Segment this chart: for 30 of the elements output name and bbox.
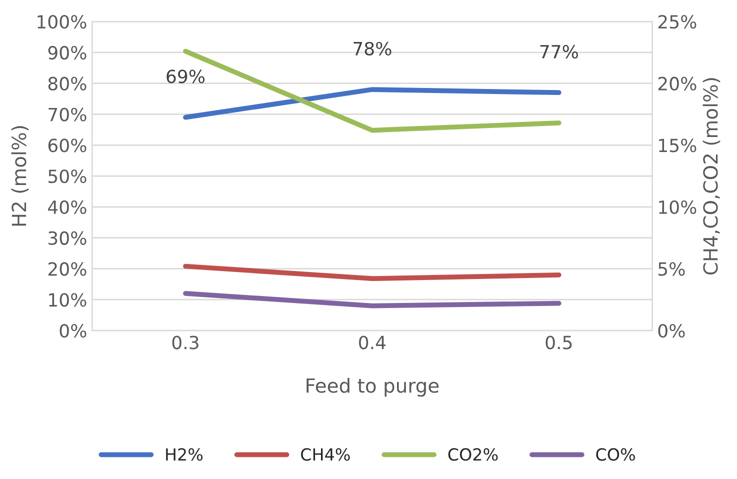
x-tick-label: 0.3 xyxy=(172,336,198,350)
x-axis-title: Feed to purge xyxy=(306,378,439,397)
y-tick-label: 90% xyxy=(48,46,86,60)
y-tick-label: 80% xyxy=(48,76,86,90)
y2-tick-label: 5% xyxy=(658,262,685,276)
y-tick-label: 50% xyxy=(48,169,86,184)
y2-tick-label: 15% xyxy=(659,138,696,152)
y-tick-label: 20% xyxy=(48,262,86,276)
y-axis-title: H2 (mol%) xyxy=(11,126,29,226)
y-tick-label: 30% xyxy=(48,231,86,245)
data-label: 77% xyxy=(540,44,578,59)
data-label: 78% xyxy=(354,42,392,56)
y-tick-label: 40% xyxy=(48,200,86,214)
legend-label: CH4% xyxy=(301,448,350,461)
y2-tick-label: 25% xyxy=(658,15,696,29)
x-tick-label: 0.4 xyxy=(359,336,386,350)
x-tick-label: 0.5 xyxy=(546,336,572,350)
legend-label: CO2% xyxy=(448,448,498,461)
y2-tick-label: 20% xyxy=(658,76,696,90)
y2-tick-label: 0% xyxy=(658,324,685,338)
y2-tick-label: 10% xyxy=(659,200,696,214)
y-tick-label: 10% xyxy=(49,293,86,307)
legend-label: H2% xyxy=(166,448,203,461)
legend-label: CO% xyxy=(596,448,635,461)
y-tick-label: 70% xyxy=(48,108,86,122)
y2-axis-title: CH4,CO,CO2 (mol%) xyxy=(702,78,720,275)
y-tick-label: 0% xyxy=(60,324,86,338)
data-label: 69% xyxy=(166,70,205,84)
y-tick-label: 100% xyxy=(38,15,86,29)
y-tick-label: 60% xyxy=(48,138,86,152)
